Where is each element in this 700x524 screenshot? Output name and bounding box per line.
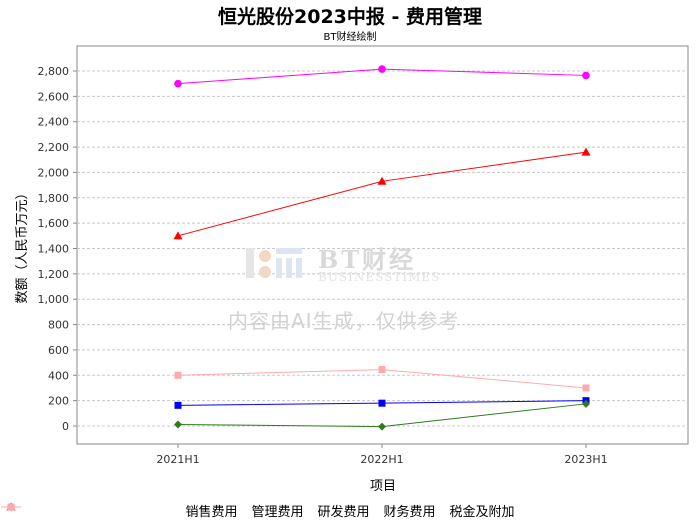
legend-label: 税金及附加 xyxy=(449,505,515,520)
x-tick-label: 2022H1 xyxy=(360,453,403,466)
x-tick-label: 2023H1 xyxy=(564,453,607,466)
watermark-brand-en: BUSINESSTIMES xyxy=(318,270,441,284)
legend-label: 管理费用 xyxy=(251,505,304,520)
data-point xyxy=(174,79,182,88)
series-3 xyxy=(173,147,591,240)
data-point xyxy=(378,399,386,407)
legend-marker xyxy=(7,503,15,511)
data-point xyxy=(174,371,182,379)
watermark-notice: 内容由AI生成，仅供参考 xyxy=(228,309,460,333)
x-tick-label: 2021H1 xyxy=(156,453,199,466)
series-5 xyxy=(174,366,590,392)
data-point xyxy=(378,422,386,431)
y-tick-label: 2,800 xyxy=(38,65,70,78)
data-point xyxy=(378,366,386,374)
legend-swatch xyxy=(1,503,21,511)
y-axis-label: 数额（人民币万元） xyxy=(15,186,30,303)
watermark-brand: BT财经 xyxy=(318,245,417,274)
data-point xyxy=(582,399,590,408)
y-tick-label: 1,400 xyxy=(38,243,70,256)
y-tick-label: 600 xyxy=(48,344,69,357)
chart-title: 恒光股份2023中报 - 费用管理 xyxy=(218,6,482,28)
legend-item: 研发费用 xyxy=(1,501,370,520)
grid-lines xyxy=(77,70,688,427)
legend-label: 研发费用 xyxy=(317,505,370,520)
y-tick-label: 2,000 xyxy=(38,166,70,179)
data-point xyxy=(174,401,182,409)
data-point xyxy=(378,65,386,73)
y-tick-label: 1,600 xyxy=(38,217,70,230)
y-tick-label: 2,600 xyxy=(38,90,70,103)
series-2 xyxy=(174,65,590,88)
y-tick-label: 1,800 xyxy=(38,192,70,205)
data-point xyxy=(173,231,183,240)
x-axis-label: 项目 xyxy=(370,479,396,494)
plot-area xyxy=(76,45,689,445)
y-tick-label: 0 xyxy=(62,420,69,433)
data-point xyxy=(174,420,182,429)
y-tick-label: 2,400 xyxy=(38,116,70,129)
legend-item: 税金及附加 xyxy=(1,501,515,520)
y-tick-label: 200 xyxy=(48,395,69,408)
y-axis-ticks: 0 200 400 600 800 1,000 1,200 1,400 1,600 1,800 2,… xyxy=(38,65,77,433)
legend-label: 销售费用 xyxy=(185,505,238,520)
legend-item: 管理费用 xyxy=(1,501,304,520)
legend-item: 财务费用 xyxy=(1,501,436,520)
data-point xyxy=(582,71,590,80)
data-point xyxy=(377,176,387,185)
series-group xyxy=(173,65,591,431)
y-tick-label: 2,200 xyxy=(38,141,70,154)
legend-label: 财务费用 xyxy=(383,505,436,520)
y-tick-label: 1,000 xyxy=(38,293,70,306)
series-4 xyxy=(174,399,590,431)
data-point xyxy=(582,384,590,392)
chart-legend: 销售费用 管理费用 研发费用 财务费用 税金及附加 xyxy=(0,501,700,520)
data-point xyxy=(581,147,591,156)
y-tick-label: 1,200 xyxy=(38,268,70,281)
x-axis-ticks: 2021H1 2022H1 2023H1 xyxy=(156,444,608,466)
legend-item: 销售费用 xyxy=(1,501,238,520)
chart-subtitle: BT财经绘制 xyxy=(323,32,377,43)
y-tick-label: 400 xyxy=(48,369,69,382)
y-tick-label: 800 xyxy=(48,319,69,332)
